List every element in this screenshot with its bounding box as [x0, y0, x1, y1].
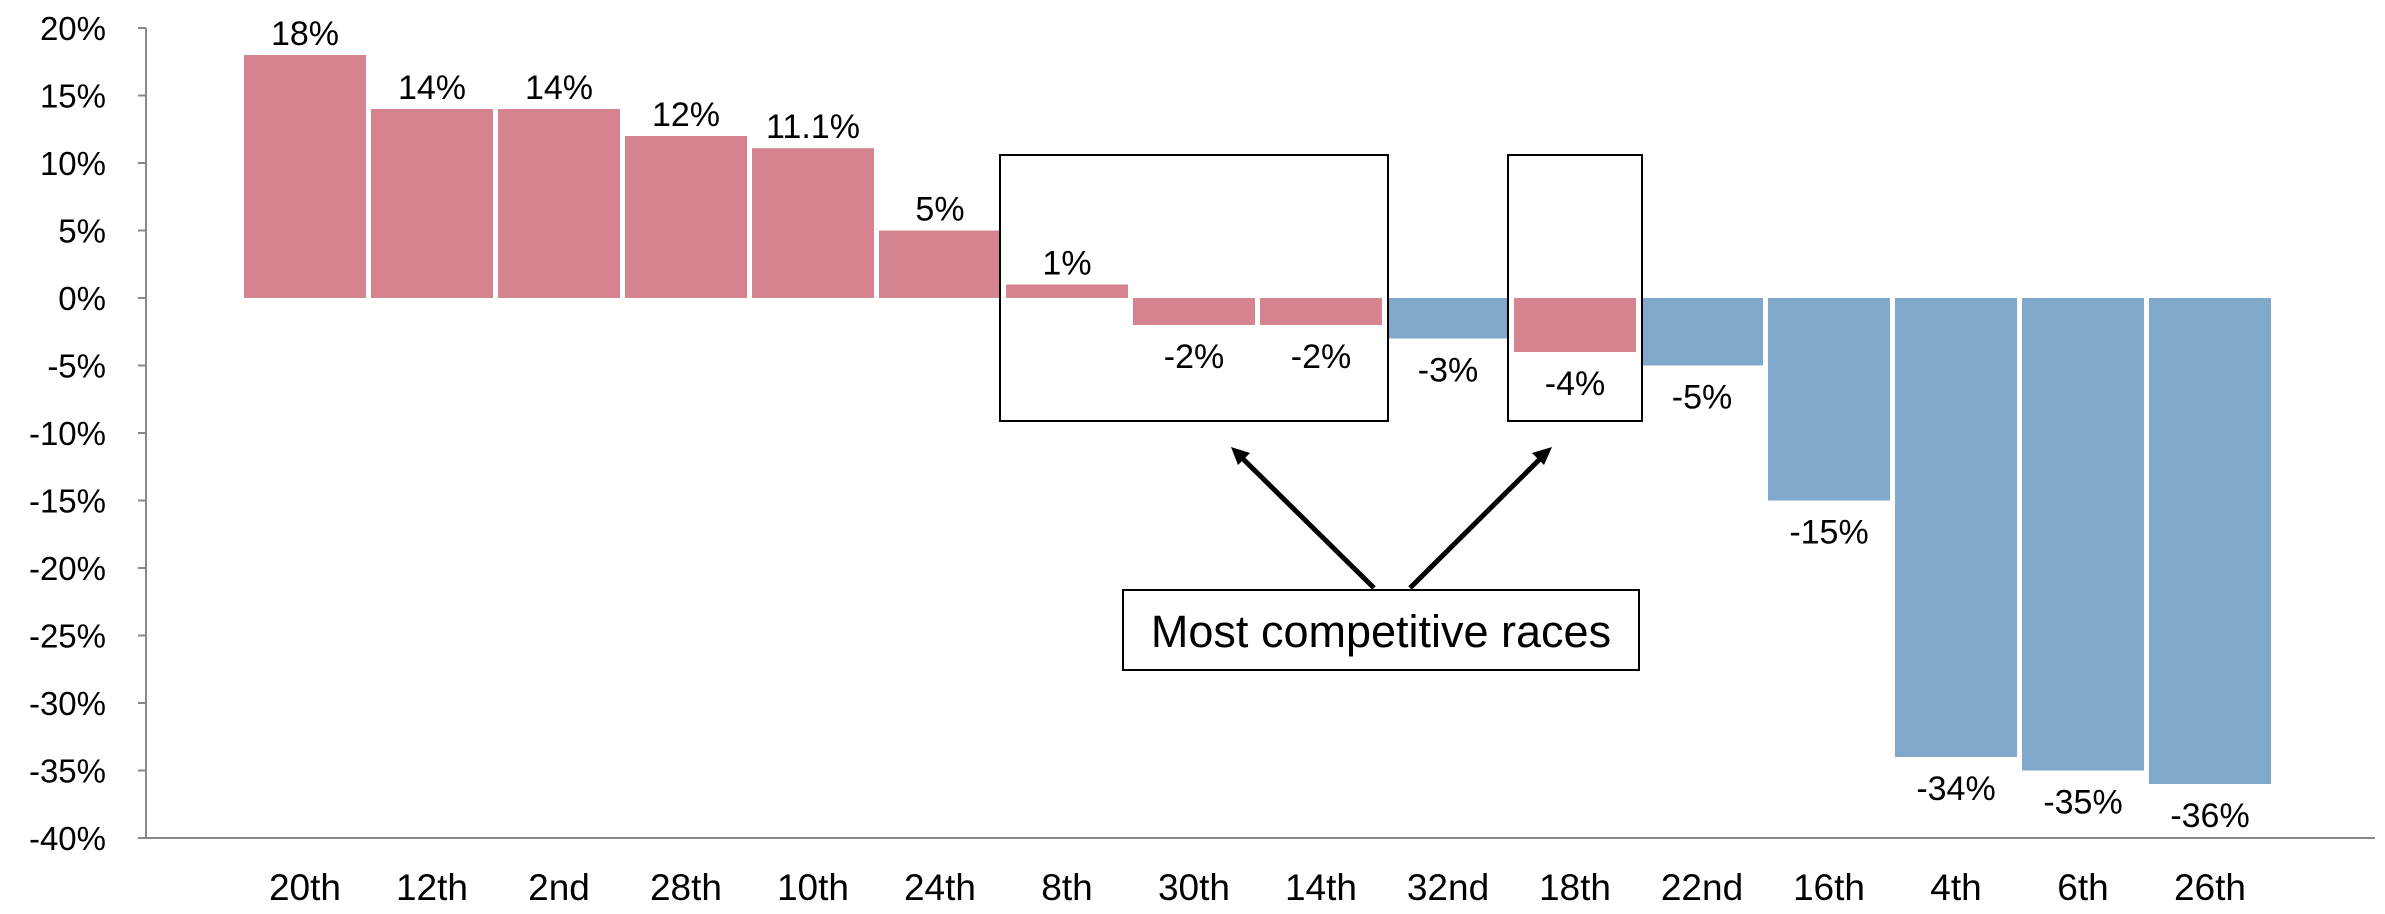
bar-10th — [752, 148, 874, 298]
arrow-left — [1234, 450, 1376, 590]
callout-group: Most competitive races — [999, 154, 1643, 671]
bar-4th — [1895, 298, 2017, 757]
data-label: -35% — [2043, 784, 2122, 822]
highlight-box-2 — [1507, 154, 1643, 422]
y-tick-label: -30% — [29, 685, 106, 722]
bar-18th — [1514, 298, 1636, 352]
y-ticks-group: 20% 15% 10% 5% 0% -5% -10% -15% -20% -25% -30% -35%… — [29, 10, 146, 857]
bar-24th — [879, 230, 1001, 298]
y-tick-label: 5% — [58, 213, 106, 250]
y-tick-label: -10% — [29, 415, 106, 452]
bar-2nd — [498, 109, 620, 298]
data-label: -2% — [1164, 338, 1224, 376]
data-label: -3% — [1418, 352, 1478, 390]
data-label: 1% — [1042, 245, 1091, 283]
data-label: 11.1% — [766, 108, 860, 146]
arrowhead-left — [1231, 447, 1250, 465]
callout-text: Most competitive races — [1151, 606, 1611, 657]
bar-22nd — [1641, 298, 1763, 366]
data-label: 12% — [652, 96, 720, 134]
bar-12th — [371, 109, 493, 298]
x-tick-label: 24th — [904, 867, 976, 908]
bar-16th — [1768, 298, 1890, 501]
x-tick-label: 10th — [777, 867, 849, 908]
x-tick-label: 6th — [2057, 867, 2108, 908]
bar-6th — [2022, 298, 2144, 771]
y-tick-label: 20% — [40, 10, 106, 47]
bar-28th — [625, 136, 747, 298]
data-label: -2% — [1291, 338, 1351, 376]
x-tick-label: 20th — [269, 867, 341, 908]
x-tick-label: 12th — [396, 867, 468, 908]
x-tick-label: 14th — [1285, 867, 1357, 908]
x-tick-label: 22nd — [1661, 867, 1743, 908]
x-tick-label: 26th — [2174, 867, 2246, 908]
x-tick-label: 4th — [1930, 867, 1981, 908]
arrowhead-right — [1532, 447, 1552, 465]
bars-group — [244, 55, 2271, 784]
x-ticks-group: 20th 12th 2nd 28th 10th 24th 8th 30th 14th 32nd 18… — [269, 867, 2246, 908]
y-tick-label: -35% — [29, 753, 106, 790]
y-tick-label: 10% — [40, 145, 106, 182]
data-label: -5% — [1672, 379, 1732, 417]
bar-26th — [2149, 298, 2271, 784]
data-label: -15% — [1789, 514, 1868, 552]
bar-32nd — [1387, 298, 1509, 339]
data-labels-group: 18% 14% 14% 12% 11.1% 5% 1% -2% -2% -3% -4% -5% -15%… — [271, 15, 2250, 835]
x-tick-label: 2nd — [528, 867, 590, 908]
data-label: -36% — [2170, 797, 2249, 835]
y-tick-label: -40% — [29, 820, 106, 857]
y-tick-label: 0% — [58, 280, 106, 317]
data-label: 14% — [525, 69, 593, 107]
y-tick-label: -25% — [29, 618, 106, 655]
data-label: 14% — [398, 69, 466, 107]
callout-box — [1122, 589, 1640, 671]
data-label: 18% — [271, 15, 339, 53]
data-label: -34% — [1916, 770, 1995, 808]
bar-8th — [1006, 284, 1128, 298]
y-tick-label: -15% — [29, 483, 106, 520]
bar-30th — [1133, 298, 1255, 325]
x-tick-label: 8th — [1041, 867, 1092, 908]
x-tick-label: 18th — [1539, 867, 1611, 908]
y-tick-label: 15% — [40, 78, 106, 115]
x-tick-label: 32nd — [1407, 867, 1489, 908]
data-label: 5% — [915, 191, 964, 229]
x-tick-label: 28th — [650, 867, 722, 908]
x-tick-label: 16th — [1793, 867, 1865, 908]
y-tick-label: -20% — [29, 550, 106, 587]
x-tick-label: 30th — [1158, 867, 1230, 908]
y-tick-label: -5% — [47, 348, 106, 385]
bar-20th — [244, 55, 366, 298]
highlight-box-1 — [999, 154, 1389, 422]
arrow-right — [1408, 450, 1549, 590]
data-label: -4% — [1545, 365, 1605, 403]
bar-14th — [1260, 298, 1382, 325]
